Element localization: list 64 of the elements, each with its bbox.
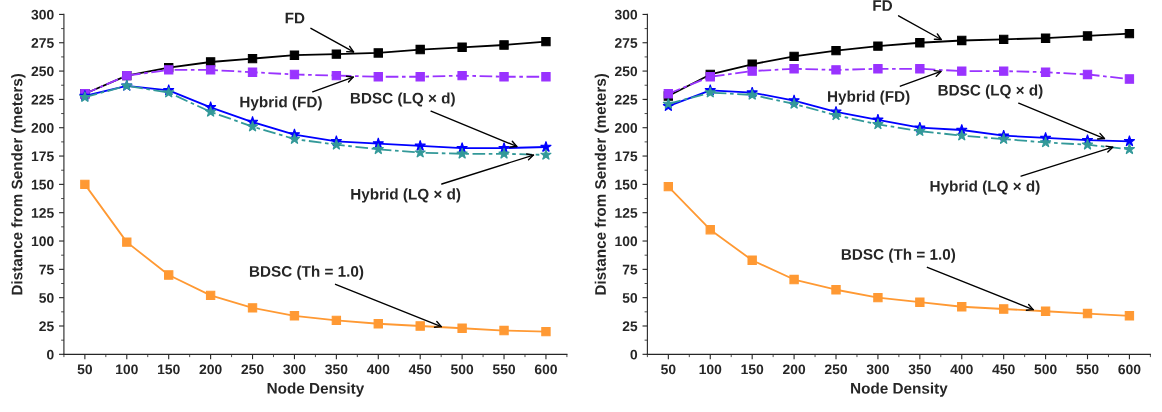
y-tick-label: 75: [622, 264, 638, 275]
y-tick-label: 225: [614, 94, 638, 105]
x-tick-label: 400: [366, 364, 390, 375]
x-tick-label: 500: [450, 364, 474, 375]
x-tick-label: 200: [782, 364, 806, 375]
x-tick-label: 550: [492, 364, 516, 375]
x-tick-label: 350: [325, 364, 348, 375]
y-tick-label: 0: [47, 349, 54, 360]
x-tick-label: 600: [534, 364, 557, 375]
x-tick-label: 150: [157, 364, 180, 375]
y-tick-label: 200: [614, 123, 638, 133]
y-tick-label: 50: [622, 293, 638, 303]
annotation: Hybrid (LQ × d): [930, 180, 1040, 195]
annotation: Hybrid (FD): [240, 96, 322, 111]
annotation: FD: [285, 12, 305, 24]
y-tick-label: 75: [39, 264, 54, 275]
x-axis-title: Node Density: [851, 382, 948, 397]
y-tick-label: 50: [39, 293, 54, 303]
y-tick-label: 175: [615, 151, 638, 162]
x-tick-label: 450: [408, 364, 432, 375]
x-tick-label: 100: [699, 364, 722, 375]
y-tick-label: 125: [615, 208, 638, 218]
y-axis-title: Distance from Sender (meters): [11, 73, 26, 295]
y-tick-label: 250: [614, 66, 638, 77]
x-tick-label: 500: [1034, 364, 1057, 375]
annotation: BDSC (LQ × d): [938, 84, 1043, 99]
x-tick-label: 50: [77, 364, 93, 375]
x-tick-label: 300: [283, 364, 306, 375]
y-axis-title: Distance from Sender (meters): [594, 73, 609, 295]
x-tick-label: 350: [908, 364, 931, 375]
x-tick-label: 100: [116, 364, 138, 375]
x-tick-label: 550: [1076, 364, 1099, 375]
x-tick-label: 300: [866, 364, 889, 375]
annotation: FD: [873, 0, 893, 11]
x-tick-label: 250: [241, 364, 264, 375]
y-tick-label: 275: [614, 38, 638, 48]
x-axis-title: Node Density: [267, 382, 365, 397]
x-tick-label: 250: [824, 364, 848, 375]
annotation: BDSC (Th = 1.0): [841, 248, 956, 263]
y-tick-label: 100: [31, 236, 54, 247]
annotation: BDSC (LQ × d): [350, 92, 455, 107]
y-tick-label: 25: [622, 321, 638, 332]
y-tick-label: 100: [615, 236, 638, 247]
y-tick-label: 150: [31, 179, 54, 190]
y-tick-label: 0: [630, 349, 638, 360]
y-tick-label: 250: [31, 66, 54, 77]
y-tick-label: 300: [614, 9, 638, 20]
x-tick-label: 200: [199, 364, 222, 375]
x-tick-label: 400: [950, 364, 973, 375]
y-tick-label: 150: [615, 179, 638, 190]
x-tick-label: 600: [1118, 364, 1141, 375]
y-tick-label: 175: [31, 151, 54, 162]
y-tick-label: 225: [31, 94, 54, 105]
x-tick-label: 150: [741, 364, 764, 375]
y-tick-label: 125: [31, 208, 54, 218]
annotation: Hybrid (LQ × d): [351, 188, 461, 203]
annotation: Hybrid (FD): [828, 90, 910, 105]
y-tick-label: 300: [31, 9, 54, 20]
y-tick-label: 25: [39, 321, 54, 332]
y-tick-label: 275: [31, 38, 54, 48]
y-tick-label: 200: [31, 123, 54, 133]
annotation: BDSC (Th = 1.0): [249, 265, 364, 280]
x-tick-label: 50: [661, 364, 676, 375]
x-tick-label: 450: [992, 364, 1015, 375]
